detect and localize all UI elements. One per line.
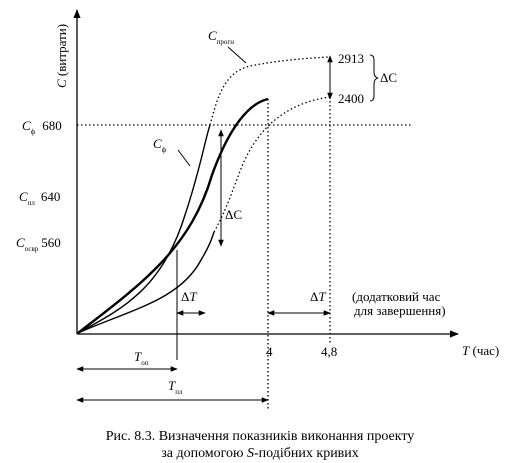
x-axis-label: T (час)	[462, 343, 499, 358]
delta-c-brace	[369, 54, 379, 102]
extra-time-note-line2: для завершення)	[354, 303, 446, 318]
series-line-cf	[77, 124, 211, 334]
value-label-2400: 2400	[338, 91, 364, 106]
series-line-cosvr-forecast	[213, 96, 331, 233]
series-label-cforecast: Cпрогн	[208, 28, 234, 46]
series-label-cf: Cф	[153, 136, 167, 154]
series-line-cforecast	[209, 56, 331, 126]
delta-t-label-right: ΔT	[310, 289, 326, 304]
series-line-cosvr	[77, 231, 215, 334]
caption-line2: за допомогою S-подібних кривих	[161, 446, 359, 461]
delta-c-label-mid: ΔC	[225, 207, 242, 222]
y-axis-label: C (витрати)	[54, 24, 69, 88]
x-tick-label-4: 4	[266, 344, 273, 359]
leader-line-cf	[177, 149, 191, 167]
value-label-2913: 2913	[338, 51, 364, 66]
extra-time-note-line1: (додатковий час	[352, 289, 441, 304]
caption-line1: Рис. 8.3. Визначення показників виконанн…	[106, 429, 415, 444]
bottom-label-tpl: Tпл	[168, 378, 183, 396]
leader-line-cforecast	[227, 46, 247, 64]
delta-c-label-right: ΔC	[380, 70, 397, 85]
y-tick-label-cf: Cф 680	[22, 118, 62, 136]
y-tick-label-cpl: Cпл 640	[19, 189, 60, 207]
x-tick-label-48: 4,8	[321, 344, 337, 359]
bottom-label-top: Tоп	[134, 349, 149, 367]
y-tick-label-cosvr: Cосвр 560	[16, 235, 61, 253]
delta-t-label-left: ΔT	[181, 289, 197, 304]
series-line-cpl	[77, 97, 269, 334]
